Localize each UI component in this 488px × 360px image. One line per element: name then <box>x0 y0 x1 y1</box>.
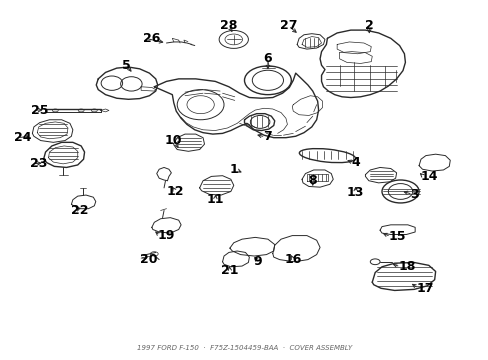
Text: 25: 25 <box>31 104 48 117</box>
Text: 16: 16 <box>284 253 301 266</box>
Text: 4: 4 <box>351 156 360 169</box>
Text: 10: 10 <box>165 134 182 147</box>
Text: 15: 15 <box>387 230 405 243</box>
Text: 22: 22 <box>71 204 89 217</box>
Text: 14: 14 <box>420 170 438 183</box>
Text: 28: 28 <box>220 19 237 32</box>
Text: 9: 9 <box>253 255 262 268</box>
Text: 5: 5 <box>122 59 131 72</box>
Text: 3: 3 <box>409 188 418 201</box>
Text: 8: 8 <box>308 174 316 187</box>
Text: 27: 27 <box>279 19 297 32</box>
Text: 1997 FORD F-150  ·  F75Z-1504459-BAA  ·  COVER ASSEMBLY: 1997 FORD F-150 · F75Z-1504459-BAA · COV… <box>137 345 351 351</box>
Text: 19: 19 <box>158 229 175 242</box>
Text: 21: 21 <box>221 264 238 277</box>
Text: 13: 13 <box>346 186 364 199</box>
Text: 6: 6 <box>263 52 272 65</box>
Text: 11: 11 <box>206 193 224 206</box>
Text: 12: 12 <box>166 185 183 198</box>
Text: 24: 24 <box>14 131 32 144</box>
Text: 20: 20 <box>140 253 157 266</box>
Text: 1: 1 <box>229 163 238 176</box>
Text: 7: 7 <box>263 130 271 144</box>
Text: 23: 23 <box>30 157 47 170</box>
Text: 18: 18 <box>397 260 415 273</box>
Text: 26: 26 <box>143 32 160 45</box>
Text: 17: 17 <box>415 282 433 295</box>
Text: 2: 2 <box>364 19 373 32</box>
